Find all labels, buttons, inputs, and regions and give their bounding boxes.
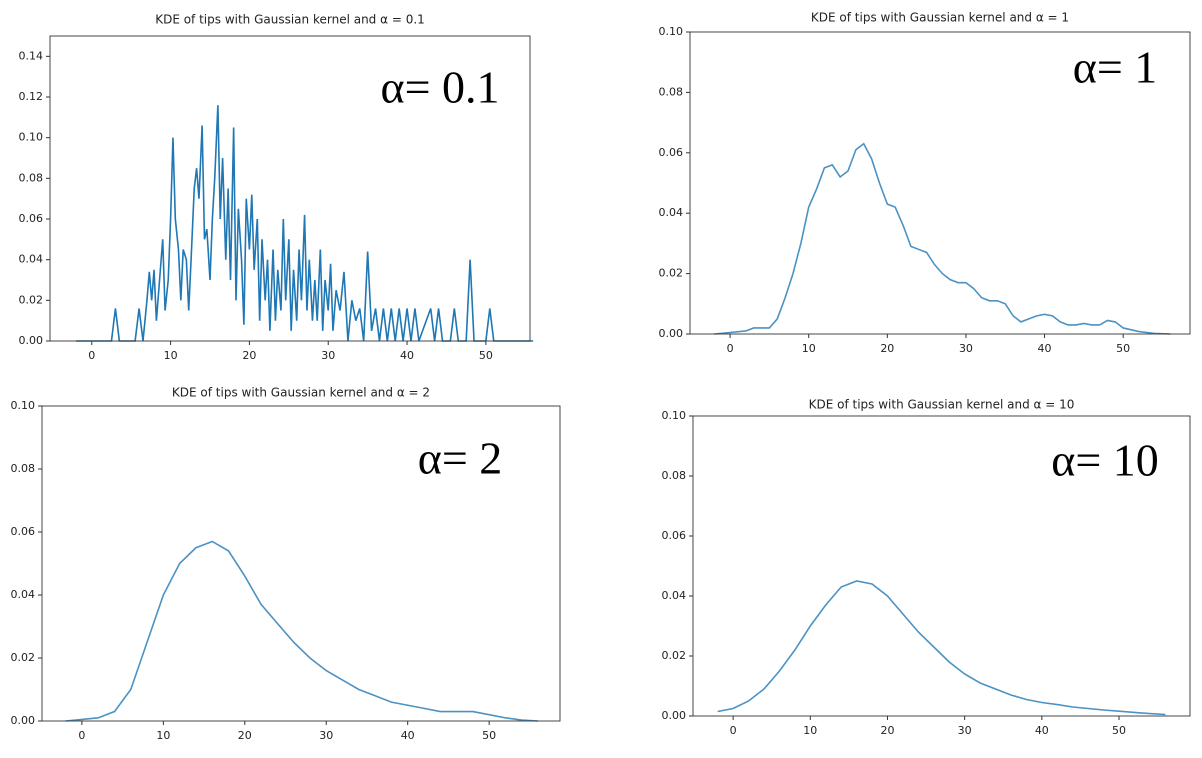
subplot: KDE of tips with Gaussian kernel and α =… [659,11,1191,355]
x-tick-label: 40 [400,349,414,362]
y-tick-label: 0.06 [11,525,36,538]
subplot: KDE of tips with Gaussian kernel and α =… [662,398,1191,737]
y-tick-label: 0.00 [19,334,44,347]
x-tick-label: 50 [482,729,496,742]
y-tick-label: 0.10 [662,409,687,422]
x-tick-label: 50 [479,349,493,362]
kde-line [76,105,534,342]
x-tick-label: 20 [242,349,256,362]
x-tick-label: 0 [78,729,85,742]
x-tick-label: 20 [238,729,252,742]
x-tick-label: 30 [958,724,972,737]
x-tick-label: 20 [880,724,894,737]
x-tick-label: 0 [88,349,95,362]
kde-line [65,540,539,722]
alpha-annotation: α= 1 [1073,42,1158,93]
subplot-title: KDE of tips with Gaussian kernel and α =… [172,386,430,400]
y-tick-label: 0.08 [19,171,44,184]
subplot: KDE of tips with Gaussian kernel and α =… [11,386,561,742]
y-tick-label: 0.04 [11,588,36,601]
y-tick-label: 0.10 [659,25,684,38]
x-tick-label: 0 [730,724,737,737]
axes-frame [689,31,1191,335]
y-tick-label: 0.04 [659,206,684,219]
y-tick-label: 0.02 [19,293,44,306]
alpha-annotation: α= 2 [418,433,503,484]
x-tick-label: 30 [321,349,335,362]
x-tick-label: 10 [803,724,817,737]
subplot-title: KDE of tips with Gaussian kernel and α =… [811,11,1069,25]
x-tick-label: 10 [156,729,170,742]
subplot-title: KDE of tips with Gaussian kernel and α =… [809,398,1075,412]
x-tick-label: 20 [880,342,894,355]
y-tick-label: 0.04 [662,589,687,602]
x-tick-label: 50 [1112,724,1126,737]
y-tick-label: 0.08 [659,85,684,98]
y-tick-label: 0.00 [659,327,684,340]
axes-frame [692,415,1191,717]
x-tick-label: 50 [1116,342,1130,355]
y-tick-label: 0.06 [19,212,44,225]
subplot-title: KDE of tips with Gaussian kernel and α =… [155,13,425,27]
y-tick-label: 0.10 [11,399,36,412]
y-tick-label: 0.08 [662,469,687,482]
y-tick-label: 0.14 [19,49,44,62]
subplot: KDE of tips with Gaussian kernel and α =… [19,13,534,362]
x-tick-label: 40 [401,729,415,742]
y-tick-label: 0.02 [662,649,687,662]
x-tick-label: 0 [727,342,734,355]
y-tick-label: 0.00 [11,714,36,727]
y-tick-label: 0.02 [11,651,36,664]
y-tick-label: 0.00 [662,709,687,722]
y-tick-label: 0.10 [19,131,44,144]
y-tick-label: 0.06 [659,146,684,159]
kde-line [717,580,1166,716]
axes-frame [41,405,561,722]
x-tick-label: 10 [164,349,178,362]
y-tick-label: 0.02 [659,267,684,280]
x-tick-label: 40 [1038,342,1052,355]
x-tick-label: 30 [959,342,973,355]
x-tick-label: 10 [802,342,816,355]
y-tick-label: 0.12 [19,90,44,103]
y-tick-label: 0.06 [662,529,687,542]
axes-frame [49,35,531,342]
x-tick-label: 30 [319,729,333,742]
y-tick-label: 0.08 [11,462,36,475]
x-tick-label: 40 [1035,724,1049,737]
y-tick-label: 0.04 [19,253,44,266]
kde-line [714,142,1171,335]
alpha-annotation: α= 0.1 [380,62,499,113]
alpha-annotation: α= 10 [1051,435,1159,486]
